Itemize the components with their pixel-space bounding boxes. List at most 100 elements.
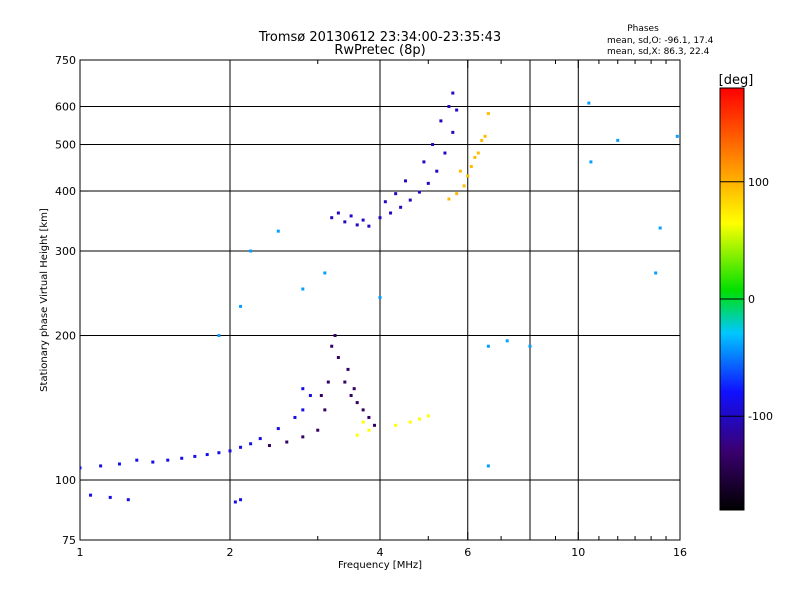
echo-point	[355, 433, 359, 437]
echo-point	[439, 119, 443, 123]
echo-point	[426, 414, 430, 418]
echo-point	[166, 458, 170, 462]
echo-points	[80, 91, 679, 504]
echo-point	[476, 151, 480, 155]
echo-point	[205, 453, 209, 457]
echo-point	[352, 387, 356, 391]
echo-point	[675, 134, 679, 138]
echo-point	[658, 226, 662, 230]
echo-point	[258, 437, 262, 441]
echo-point	[135, 458, 139, 462]
echo-point	[301, 408, 305, 412]
chart-subtitle: RwPretec (8p)	[334, 43, 425, 58]
echo-point	[89, 493, 93, 497]
echo-point	[285, 440, 289, 444]
echo-point	[336, 355, 340, 359]
y-tick-label: 500	[55, 139, 76, 152]
echo-point	[323, 408, 327, 412]
echo-point	[447, 197, 451, 201]
echo-point	[301, 387, 305, 391]
echo-point	[480, 138, 484, 142]
echo-point	[483, 134, 487, 138]
echo-point	[343, 380, 347, 384]
echo-point	[408, 420, 412, 424]
echo-point	[319, 394, 323, 398]
echo-point	[654, 271, 658, 275]
x-axis-ticks: 1 2 4 6 10 16	[77, 60, 687, 559]
echo-point	[301, 287, 305, 291]
x-tick-label: 6	[464, 546, 471, 559]
echo-point	[233, 500, 237, 504]
echo-point	[346, 367, 350, 371]
x-tick-label: 2	[227, 546, 234, 559]
echo-point	[403, 179, 407, 183]
echo-point	[587, 101, 591, 105]
echo-point	[180, 456, 184, 460]
echo-point	[486, 344, 490, 348]
colorbar-tick-label: -100	[748, 410, 773, 423]
echo-point	[589, 160, 593, 164]
echo-point	[117, 462, 121, 466]
echo-point	[486, 112, 490, 116]
colorbar-tick-label: 100	[748, 176, 769, 189]
echo-point	[276, 229, 280, 233]
echo-point	[462, 184, 466, 188]
echo-point	[378, 296, 382, 300]
echo-point	[466, 174, 470, 178]
echo-point	[333, 334, 337, 338]
y-tick-label: 200	[55, 330, 76, 343]
y-tick-label: 750	[55, 54, 76, 67]
echo-point	[343, 220, 347, 224]
y-axis-ticks: 75 100 200 300 400 500 600 750	[55, 54, 680, 547]
x-axis-label: Frequency [MHz]	[338, 560, 422, 571]
y-tick-label: 300	[55, 245, 76, 258]
echo-point	[355, 223, 359, 227]
y-tick-label: 400	[55, 185, 76, 198]
echo-point	[505, 339, 509, 343]
echo-point	[99, 464, 103, 468]
echo-point	[417, 417, 421, 421]
echo-point	[451, 130, 455, 134]
echo-point	[383, 200, 387, 204]
echo-point	[426, 181, 430, 185]
echo-point	[267, 444, 271, 448]
echo-point	[316, 428, 320, 432]
echo-point	[458, 169, 462, 173]
colorbar-tick-label: 0	[748, 293, 755, 306]
echo-point	[443, 151, 447, 155]
echo-point	[417, 190, 421, 194]
echo-point	[473, 155, 477, 159]
colorbar-label: [deg]	[719, 73, 754, 88]
echo-point	[486, 464, 490, 468]
echo-point	[108, 495, 112, 499]
phases-x-stats: mean, sd,X: 86.3, 22.4	[607, 47, 710, 57]
echo-point	[361, 420, 365, 424]
echo-point	[336, 211, 340, 215]
echo-point	[394, 423, 398, 427]
echo-point	[249, 249, 253, 253]
phases-title: Phases	[627, 24, 659, 34]
echo-point	[361, 218, 365, 222]
echo-point	[249, 442, 253, 446]
phases-o-stats: mean, sd,O: -96.1, 17.4	[607, 36, 714, 46]
echo-point	[361, 408, 365, 412]
echo-point	[373, 423, 377, 427]
echo-point	[367, 415, 371, 419]
echo-point	[378, 216, 382, 220]
echo-point	[399, 205, 403, 209]
y-axis-label: Stationary phase Virtual Height [km]	[39, 208, 50, 392]
echo-point	[217, 451, 221, 455]
chart-title: Tromsø 20130612 23:34:00-23:35:43	[258, 30, 501, 45]
echo-point	[293, 415, 297, 419]
x-tick-label: 4	[377, 546, 384, 559]
echo-point	[126, 498, 130, 502]
echo-point	[276, 427, 280, 431]
echo-point	[469, 164, 473, 168]
y-tick-label: 600	[55, 101, 76, 114]
echo-point	[355, 401, 359, 405]
echo-point	[431, 143, 435, 147]
echo-point	[301, 435, 305, 439]
echo-point	[349, 214, 353, 218]
echo-point	[326, 380, 330, 384]
